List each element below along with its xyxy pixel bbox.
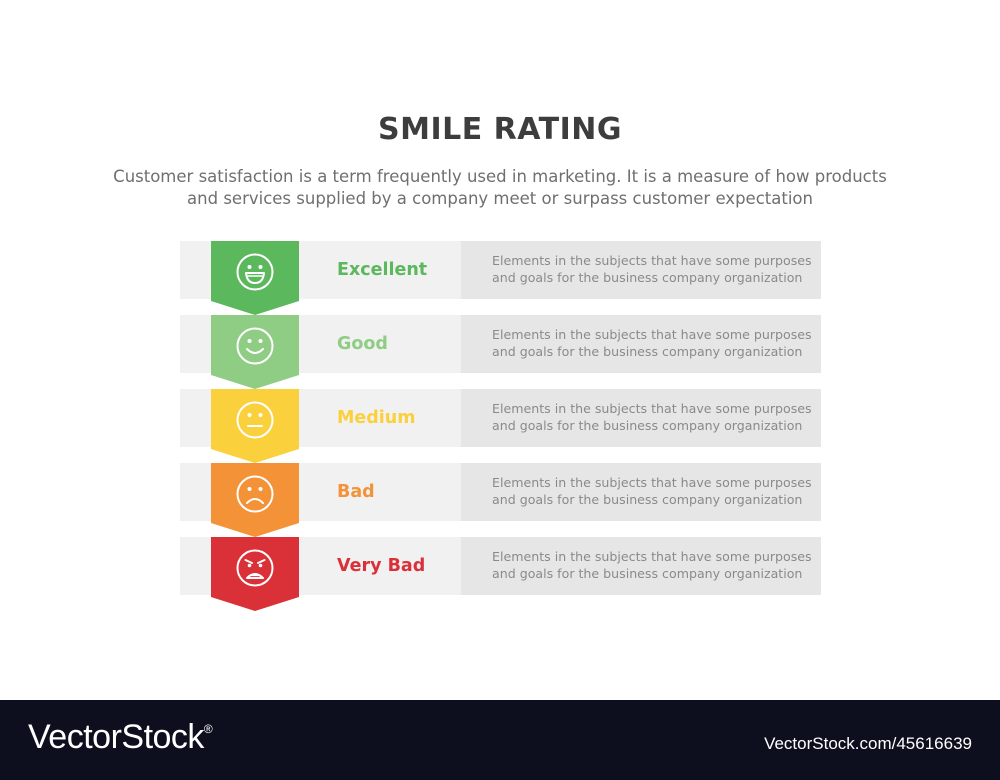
description-line: Elements in the subjects that have some … [492,253,812,268]
row-description-background [461,537,821,595]
rating-description: Elements in the subjects that have some … [492,326,812,360]
sad-face-icon [236,475,274,513]
row-description-background [461,241,821,299]
rating-tag-very-bad [211,537,299,611]
rating-list: Excellent Elements in the subjects that … [180,241,821,611]
rating-tag-good [211,315,299,389]
rating-label: Very Bad [337,556,426,576]
registered-mark: ® [203,722,213,736]
smile-face-icon [236,327,274,365]
page-subtitle: Customer satisfaction is a term frequent… [60,166,940,210]
rating-row-very-bad: Very Bad Elements in the subjects that h… [180,537,821,611]
neutral-face-icon [236,401,274,439]
row-description-background [461,315,821,373]
subtitle-line: Customer satisfaction is a term frequent… [113,167,887,186]
description-line: and goals for the business company organ… [492,344,803,359]
vectorstock-logo[interactable]: VectorStock® [28,718,213,757]
rating-label: Excellent [337,260,428,280]
description-line: and goals for the business company organ… [492,270,803,285]
rating-row-good: Good Elements in the subjects that have … [180,315,821,389]
row-description-background [461,463,821,521]
rating-label: Medium [337,408,416,428]
rating-tag-bad [211,463,299,537]
big-smile-face-icon [236,253,274,291]
description-line: Elements in the subjects that have some … [492,549,812,564]
description-line: and goals for the business company organ… [492,492,803,507]
description-line: and goals for the business company organ… [492,566,803,581]
description-line: Elements in the subjects that have some … [492,475,812,490]
description-line: Elements in the subjects that have some … [492,401,812,416]
description-line: and goals for the business company organ… [492,418,803,433]
angry-face-icon [236,549,274,587]
subtitle-line: and services supplied by a company meet … [187,189,813,208]
row-description-background [461,389,821,447]
rating-description: Elements in the subjects that have some … [492,400,812,434]
rating-description: Elements in the subjects that have some … [492,252,812,286]
rating-label: Bad [337,482,375,502]
image-reference[interactable]: VectorStock.com/45616639 [764,734,972,753]
rating-tag-medium [211,389,299,463]
description-line: Elements in the subjects that have some … [492,327,812,342]
rating-row-bad: Bad Elements in the subjects that have s… [180,463,821,537]
page-title: SMILE RATING [377,112,623,147]
rating-tag-excellent [211,241,299,315]
footer-bar: VectorStock® VectorStock.com/45616639 [0,700,1000,780]
rating-description: Elements in the subjects that have some … [492,548,812,582]
rating-description: Elements in the subjects that have some … [492,474,812,508]
rating-row-excellent: Excellent Elements in the subjects that … [180,241,821,315]
rating-label: Good [337,334,388,354]
brand-name: VectorStock [28,718,204,756]
rating-row-medium: Medium Elements in the subjects that hav… [180,389,821,463]
